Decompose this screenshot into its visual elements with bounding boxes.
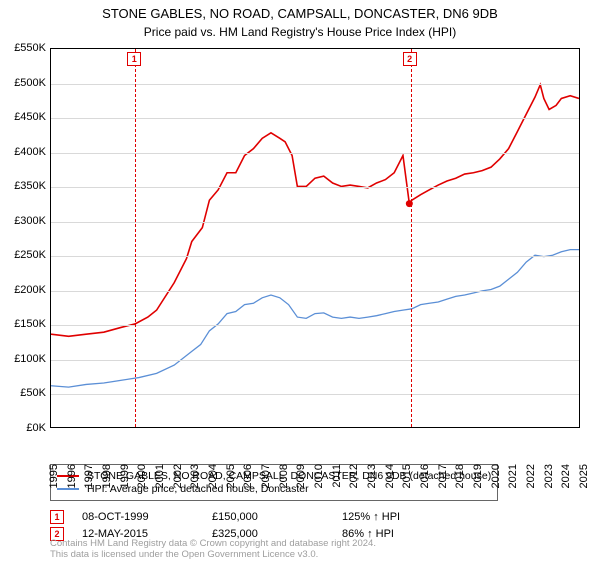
x-axis-label: 2024: [560, 464, 572, 488]
gridline: [51, 360, 579, 361]
x-axis-label: 2023: [543, 464, 555, 488]
x-axis-label: 2002: [172, 464, 184, 488]
x-axis-label: 2017: [437, 464, 449, 488]
x-axis-label: 1999: [119, 464, 131, 488]
x-axis-label: 2006: [242, 464, 254, 488]
x-axis-label: 2025: [578, 464, 590, 488]
chart-title: STONE GABLES, NO ROAD, CAMPSALL, DONCAST…: [0, 0, 600, 23]
x-axis-label: 1995: [48, 464, 60, 488]
transaction-marker-icon: 1: [50, 510, 64, 524]
x-axis-label: 2020: [490, 464, 502, 488]
x-axis-label: 2007: [260, 464, 272, 488]
x-axis-label: 2014: [384, 464, 396, 488]
x-axis-label: 2013: [366, 464, 378, 488]
plot-area: [50, 48, 580, 428]
sale-dot-icon: [406, 200, 413, 207]
y-axis-label: £300K: [0, 215, 46, 227]
y-axis-label: £150K: [0, 318, 46, 330]
x-axis-label: 2022: [525, 464, 537, 488]
chart-container: STONE GABLES, NO ROAD, CAMPSALL, DONCAST…: [0, 0, 600, 560]
x-axis-label: 2005: [225, 464, 237, 488]
gridline: [51, 118, 579, 119]
x-axis-label: 2016: [419, 464, 431, 488]
footer-line-1: Contains HM Land Registry data © Crown c…: [50, 538, 376, 549]
gridline: [51, 84, 579, 85]
x-axis-label: 2001: [154, 464, 166, 488]
footer-line-2: This data is licensed under the Open Gov…: [50, 549, 376, 560]
gridline: [51, 394, 579, 395]
x-axis-label: 2010: [313, 464, 325, 488]
gridline: [51, 291, 579, 292]
y-axis-label: £550K: [0, 42, 46, 54]
transaction-date: 08-OCT-1999: [82, 511, 212, 523]
x-axis-label: 2012: [348, 464, 360, 488]
x-axis-label: 2008: [278, 464, 290, 488]
x-axis-label: 2015: [401, 464, 413, 488]
gridline: [51, 256, 579, 257]
marker-badge: 2: [403, 52, 417, 66]
y-axis-label: £50K: [0, 387, 46, 399]
footer-attribution: Contains HM Land Registry data © Crown c…: [50, 538, 376, 561]
line-plot-svg: [51, 49, 579, 427]
gridline: [51, 325, 579, 326]
y-axis-label: £200K: [0, 284, 46, 296]
series-line-price_paid: [51, 85, 579, 337]
x-axis-label: 2000: [136, 464, 148, 488]
transaction-vs-hpi: 125% ↑ HPI: [342, 511, 472, 523]
x-axis-label: 2018: [454, 464, 466, 488]
x-axis-label: 2003: [189, 464, 201, 488]
gridline: [51, 153, 579, 154]
x-axis-label: 2004: [207, 464, 219, 488]
transaction-row: 1 08-OCT-1999 £150,000 125% ↑ HPI: [50, 510, 580, 524]
y-axis-label: £0K: [0, 422, 46, 434]
y-axis-label: £350K: [0, 180, 46, 192]
marker-badge: 1: [127, 52, 141, 66]
x-axis-label: 2019: [472, 464, 484, 488]
series-line-hpi: [51, 250, 579, 387]
y-axis-label: £400K: [0, 146, 46, 158]
x-axis-label: 1997: [83, 464, 95, 488]
gridline: [51, 187, 579, 188]
x-axis-label: 2011: [331, 464, 343, 488]
x-axis-label: 2021: [507, 464, 519, 488]
x-axis-label: 2009: [295, 464, 307, 488]
marker-vline: [135, 49, 136, 427]
chart-subtitle: Price paid vs. HM Land Registry's House …: [0, 23, 600, 39]
gridline: [51, 222, 579, 223]
marker-vline: [411, 49, 412, 427]
x-axis-label: 1996: [66, 464, 78, 488]
y-axis-label: £450K: [0, 111, 46, 123]
transaction-price: £150,000: [212, 511, 342, 523]
y-axis-label: £100K: [0, 353, 46, 365]
x-axis-label: 1998: [101, 464, 113, 488]
y-axis-label: £250K: [0, 249, 46, 261]
y-axis-label: £500K: [0, 77, 46, 89]
